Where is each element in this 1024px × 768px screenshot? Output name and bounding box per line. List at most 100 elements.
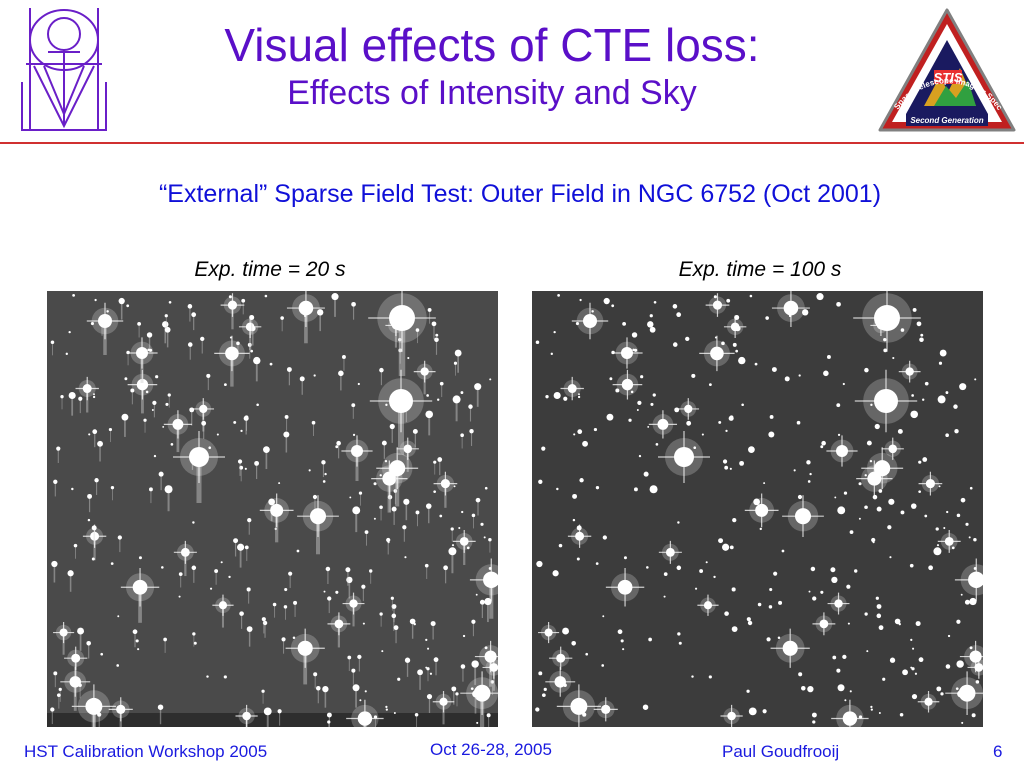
star [397,677,401,681]
star [864,612,868,616]
star [148,487,153,504]
star [953,404,958,409]
star [71,684,116,727]
star [699,335,735,372]
star [244,467,247,470]
star [439,381,444,398]
star [127,369,158,414]
star [476,721,479,724]
star [216,433,219,436]
star [732,342,737,347]
star [126,304,130,308]
star [168,300,172,304]
star [691,373,696,378]
star [92,429,98,448]
star [602,535,607,540]
star [297,495,339,555]
star [263,707,272,727]
star [535,340,540,345]
star [426,693,433,713]
star [643,471,649,477]
star [725,429,728,433]
star [849,530,854,535]
star [240,429,243,433]
star [876,506,882,512]
star [729,467,732,470]
star [246,587,251,604]
star [874,423,880,430]
star [117,535,122,553]
star [647,321,654,328]
star [361,584,366,602]
star [691,675,694,678]
star [292,636,296,639]
star [830,567,836,573]
footer-workshop: HST Calibration Workshop 2005 [24,742,268,761]
star [137,321,142,338]
star [281,637,286,654]
star [393,489,398,505]
star [693,446,697,449]
star [556,487,559,491]
star [191,312,197,331]
star [437,457,443,476]
star [571,640,576,646]
star [346,576,353,599]
star [53,622,75,655]
star [945,391,949,395]
star [243,415,249,435]
star [560,376,584,401]
star [482,656,498,691]
star [837,433,841,437]
star [407,356,410,360]
star [214,569,219,585]
star [606,413,614,421]
star [861,447,904,490]
star [143,418,147,433]
star [672,342,678,347]
star [807,480,811,483]
star [543,687,547,692]
star [889,657,896,663]
star [322,480,326,483]
star [797,494,803,500]
star [479,599,485,619]
star [724,465,729,470]
star [595,486,600,490]
star [368,291,436,376]
stis-mission-patch-icon: STIS Second Generation Space Telescope I… [876,6,1016,132]
star [820,590,824,594]
star [404,556,407,559]
star [579,478,584,483]
star [722,459,728,464]
star [94,478,99,495]
star [708,675,712,679]
star [810,566,816,572]
star [705,561,708,564]
star [364,530,369,546]
star [870,403,873,407]
star [849,690,852,693]
star [283,605,288,620]
star [749,294,753,298]
star [676,312,682,318]
star [308,469,311,472]
star [351,668,356,685]
star [426,667,430,682]
star [437,398,440,401]
star [452,529,476,566]
star [911,394,914,397]
star [538,479,543,484]
star [812,612,836,636]
star [460,391,464,395]
star [146,332,153,352]
star [254,460,260,480]
star [284,587,288,592]
star [256,403,259,407]
star [887,525,892,530]
star [974,378,977,381]
star [486,713,491,727]
star [246,626,253,647]
star [922,457,928,462]
star [858,517,861,520]
